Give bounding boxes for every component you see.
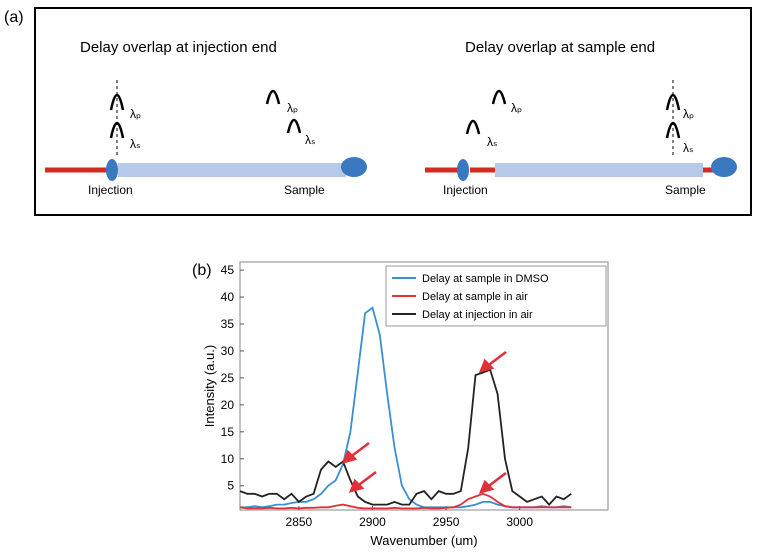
series-line	[239, 492, 572, 510]
y-tick-label: 45	[221, 263, 235, 277]
fiber-end-label: Injection	[88, 183, 133, 197]
annotation-arrows	[341, 351, 507, 494]
fiber	[45, 157, 367, 181]
wavelength-label: λₛ	[305, 133, 315, 147]
wavelength-label: λₛ	[683, 141, 693, 155]
wavelength-label: λₚ	[511, 101, 522, 115]
y-tick-label: 10	[221, 452, 235, 466]
pulses	[109, 80, 681, 158]
panel-title: Delay overlap at injection end	[80, 39, 277, 56]
x-axis-label: Wavenumber (um)	[370, 533, 477, 548]
legend-label: Delay at sample in air	[422, 291, 528, 303]
y-tick-label: 20	[221, 398, 235, 412]
wavelength-label: λₛ	[487, 135, 497, 149]
y-tick-label: 25	[221, 371, 235, 385]
x-tick-label: 3000	[506, 515, 533, 529]
y-tick-label: 15	[221, 425, 235, 439]
fiber-end-label: Sample	[284, 183, 325, 197]
x-tick-label: 2850	[286, 515, 313, 529]
x-tick-label: 2900	[359, 515, 386, 529]
y-tick-label: 30	[221, 344, 235, 358]
y-tick-label: 35	[221, 317, 235, 331]
y-axis-label: Intensity (a.u.)	[202, 345, 217, 427]
legend-label: Delay at sample in DMSO	[422, 273, 549, 285]
wavelength-label: λₛ	[130, 137, 140, 151]
fiber	[425, 157, 737, 181]
panel-label: (a)	[4, 9, 24, 26]
wavelength-label: λₚ	[130, 107, 141, 121]
fiber-end-label: Injection	[443, 183, 488, 197]
y-tick-label: 5	[227, 479, 234, 493]
panel-label: (b)	[192, 262, 212, 279]
legend-box	[385, 265, 607, 327]
wavelength-label: λₚ	[287, 101, 298, 115]
legend-label: Delay at injection in air	[422, 309, 533, 321]
wavelength-label: λₚ	[683, 107, 694, 121]
fiber-end-label: Sample	[665, 183, 706, 197]
plot: 5 10 15 20 25 30 35 40 45 2850 2900 2950 3000 Delay a…	[221, 263, 607, 529]
y-tick-label: 40	[221, 290, 235, 304]
panel-title: Delay overlap at sample end	[465, 39, 655, 56]
panel-frame	[34, 7, 752, 216]
x-tick-label: 2950	[433, 515, 460, 529]
series-line	[239, 368, 572, 506]
